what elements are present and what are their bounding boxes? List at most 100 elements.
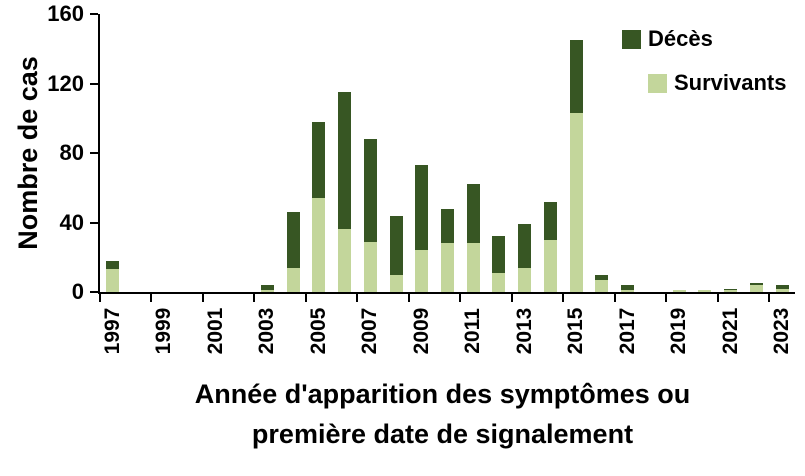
bar-segment-survivants — [338, 229, 352, 292]
y-tick-label: 0 — [71, 279, 84, 304]
bar-segment-deces — [621, 285, 635, 291]
bar-segment-deces — [492, 236, 506, 273]
bar-segment-deces — [286, 212, 300, 268]
x-tick-label: 2009 — [409, 307, 433, 355]
bar-group-2016 — [595, 274, 609, 292]
bar-group-2005 — [312, 121, 326, 292]
bar-segment-deces — [775, 285, 789, 289]
bar-group-2021 — [724, 288, 738, 292]
deces-swatch-icon — [622, 29, 641, 49]
legend-item-survivants: Survivants — [648, 72, 787, 94]
x-tick-mark — [201, 294, 204, 302]
y-tick-mark — [90, 152, 98, 154]
bar-segment-survivants — [106, 269, 120, 292]
bar-segment-deces — [749, 283, 763, 286]
bar-group-2011 — [466, 184, 480, 292]
x-tick-label: 1999 — [152, 307, 176, 355]
bar-segment-survivants — [492, 272, 506, 292]
bar-group-2003 — [260, 285, 274, 292]
bar-segment-survivants — [260, 290, 274, 292]
x-tick-label: 2003 — [255, 307, 279, 355]
x-tick-label: 1997 — [100, 307, 124, 355]
bar-segment-survivants — [441, 243, 454, 292]
bar-segment-survivants — [595, 279, 609, 292]
bar-group-2015 — [569, 40, 583, 292]
bar-segment-survivants — [389, 274, 403, 292]
x-axis-title: Année d'apparition des symptômes ou prem… — [90, 374, 795, 454]
x-tick-label: 2013 — [512, 307, 536, 355]
x-axis-line — [98, 292, 795, 294]
bar-group-1997 — [106, 260, 120, 292]
bar-group-2023 — [775, 285, 789, 292]
x-tick-label: 2001 — [203, 307, 227, 355]
x-tick-mark — [150, 294, 153, 302]
x-tick-label: 2017 — [615, 307, 639, 355]
x-tick-mark — [253, 294, 256, 302]
bar-segment-survivants — [698, 290, 712, 292]
x-tick-mark — [716, 294, 719, 302]
y-tick-mark — [90, 291, 98, 293]
legend-item-deces: Décès — [622, 28, 713, 50]
bar-segment-deces — [415, 165, 429, 251]
x-tick-mark — [510, 294, 513, 302]
x-tick-mark — [768, 294, 771, 302]
x-tick-mark — [562, 294, 565, 302]
bar-segment-survivants — [518, 267, 532, 292]
bar-segment-deces — [518, 224, 532, 268]
bar-segment-deces — [260, 285, 274, 291]
x-tick-label: 2011 — [461, 308, 485, 354]
bar-group-2020 — [698, 290, 712, 292]
y-tick-mark — [90, 221, 98, 224]
bar-group-2008 — [389, 215, 403, 292]
legend-label-survivants: Survivants — [674, 70, 787, 95]
x-tick-mark — [407, 294, 410, 302]
x-tick-mark — [356, 294, 359, 302]
bar-segment-survivants — [724, 290, 738, 292]
bar-group-2012 — [492, 236, 506, 292]
bar-segment-survivants — [749, 285, 763, 292]
bar-segment-survivants — [569, 113, 583, 292]
y-tick-label: 160 — [47, 1, 84, 26]
bar-segment-deces — [569, 40, 583, 114]
bar-group-2019 — [672, 290, 686, 292]
bar-group-2013 — [518, 224, 532, 292]
bar-segment-survivants — [466, 243, 480, 292]
x-axis-title-line1: Année d'apparition des symptômes ou — [194, 379, 691, 409]
bar-group-2017 — [621, 285, 635, 292]
x-tick-mark — [459, 294, 462, 302]
x-tick-mark — [665, 294, 668, 302]
x-tick-label: 2015 — [564, 307, 588, 355]
bar-segment-deces — [389, 215, 403, 275]
bar-segment-deces — [106, 260, 120, 270]
bar-segment-survivants — [543, 239, 557, 292]
bar-segment-survivants — [415, 250, 429, 292]
bar-segment-survivants — [363, 241, 377, 292]
bar-segment-deces — [724, 288, 738, 291]
y-tick-label: 80 — [59, 140, 84, 165]
bar-group-2004 — [286, 212, 300, 292]
legend-label-deces: Décès — [648, 26, 713, 51]
bar-segment-survivants — [621, 290, 635, 292]
y-tick-label: 120 — [47, 70, 84, 96]
bar-segment-deces — [543, 201, 557, 240]
y-tick-label: 40 — [59, 209, 84, 235]
bar-segment-survivants — [775, 288, 789, 292]
bar-segment-deces — [466, 184, 480, 244]
y-tick-mark — [90, 13, 98, 15]
x-axis-title-line2: première date de signalement — [251, 419, 634, 449]
bar-group-2010 — [441, 208, 454, 292]
x-tick-label: 2023 — [770, 307, 794, 355]
x-tick-mark — [613, 294, 616, 302]
y-axis-line — [98, 14, 100, 294]
x-tick-label: 2021 — [718, 307, 742, 355]
bar-group-2006 — [338, 92, 352, 292]
bar-segment-survivants — [672, 290, 686, 292]
x-tick-mark — [99, 294, 101, 302]
bar-segment-deces — [338, 92, 352, 230]
bar-group-2014 — [543, 201, 557, 292]
bar-segment-deces — [441, 208, 454, 244]
bar-segment-deces — [363, 139, 377, 242]
x-tick-label: 2019 — [667, 307, 691, 355]
bar-segment-survivants — [312, 198, 326, 292]
